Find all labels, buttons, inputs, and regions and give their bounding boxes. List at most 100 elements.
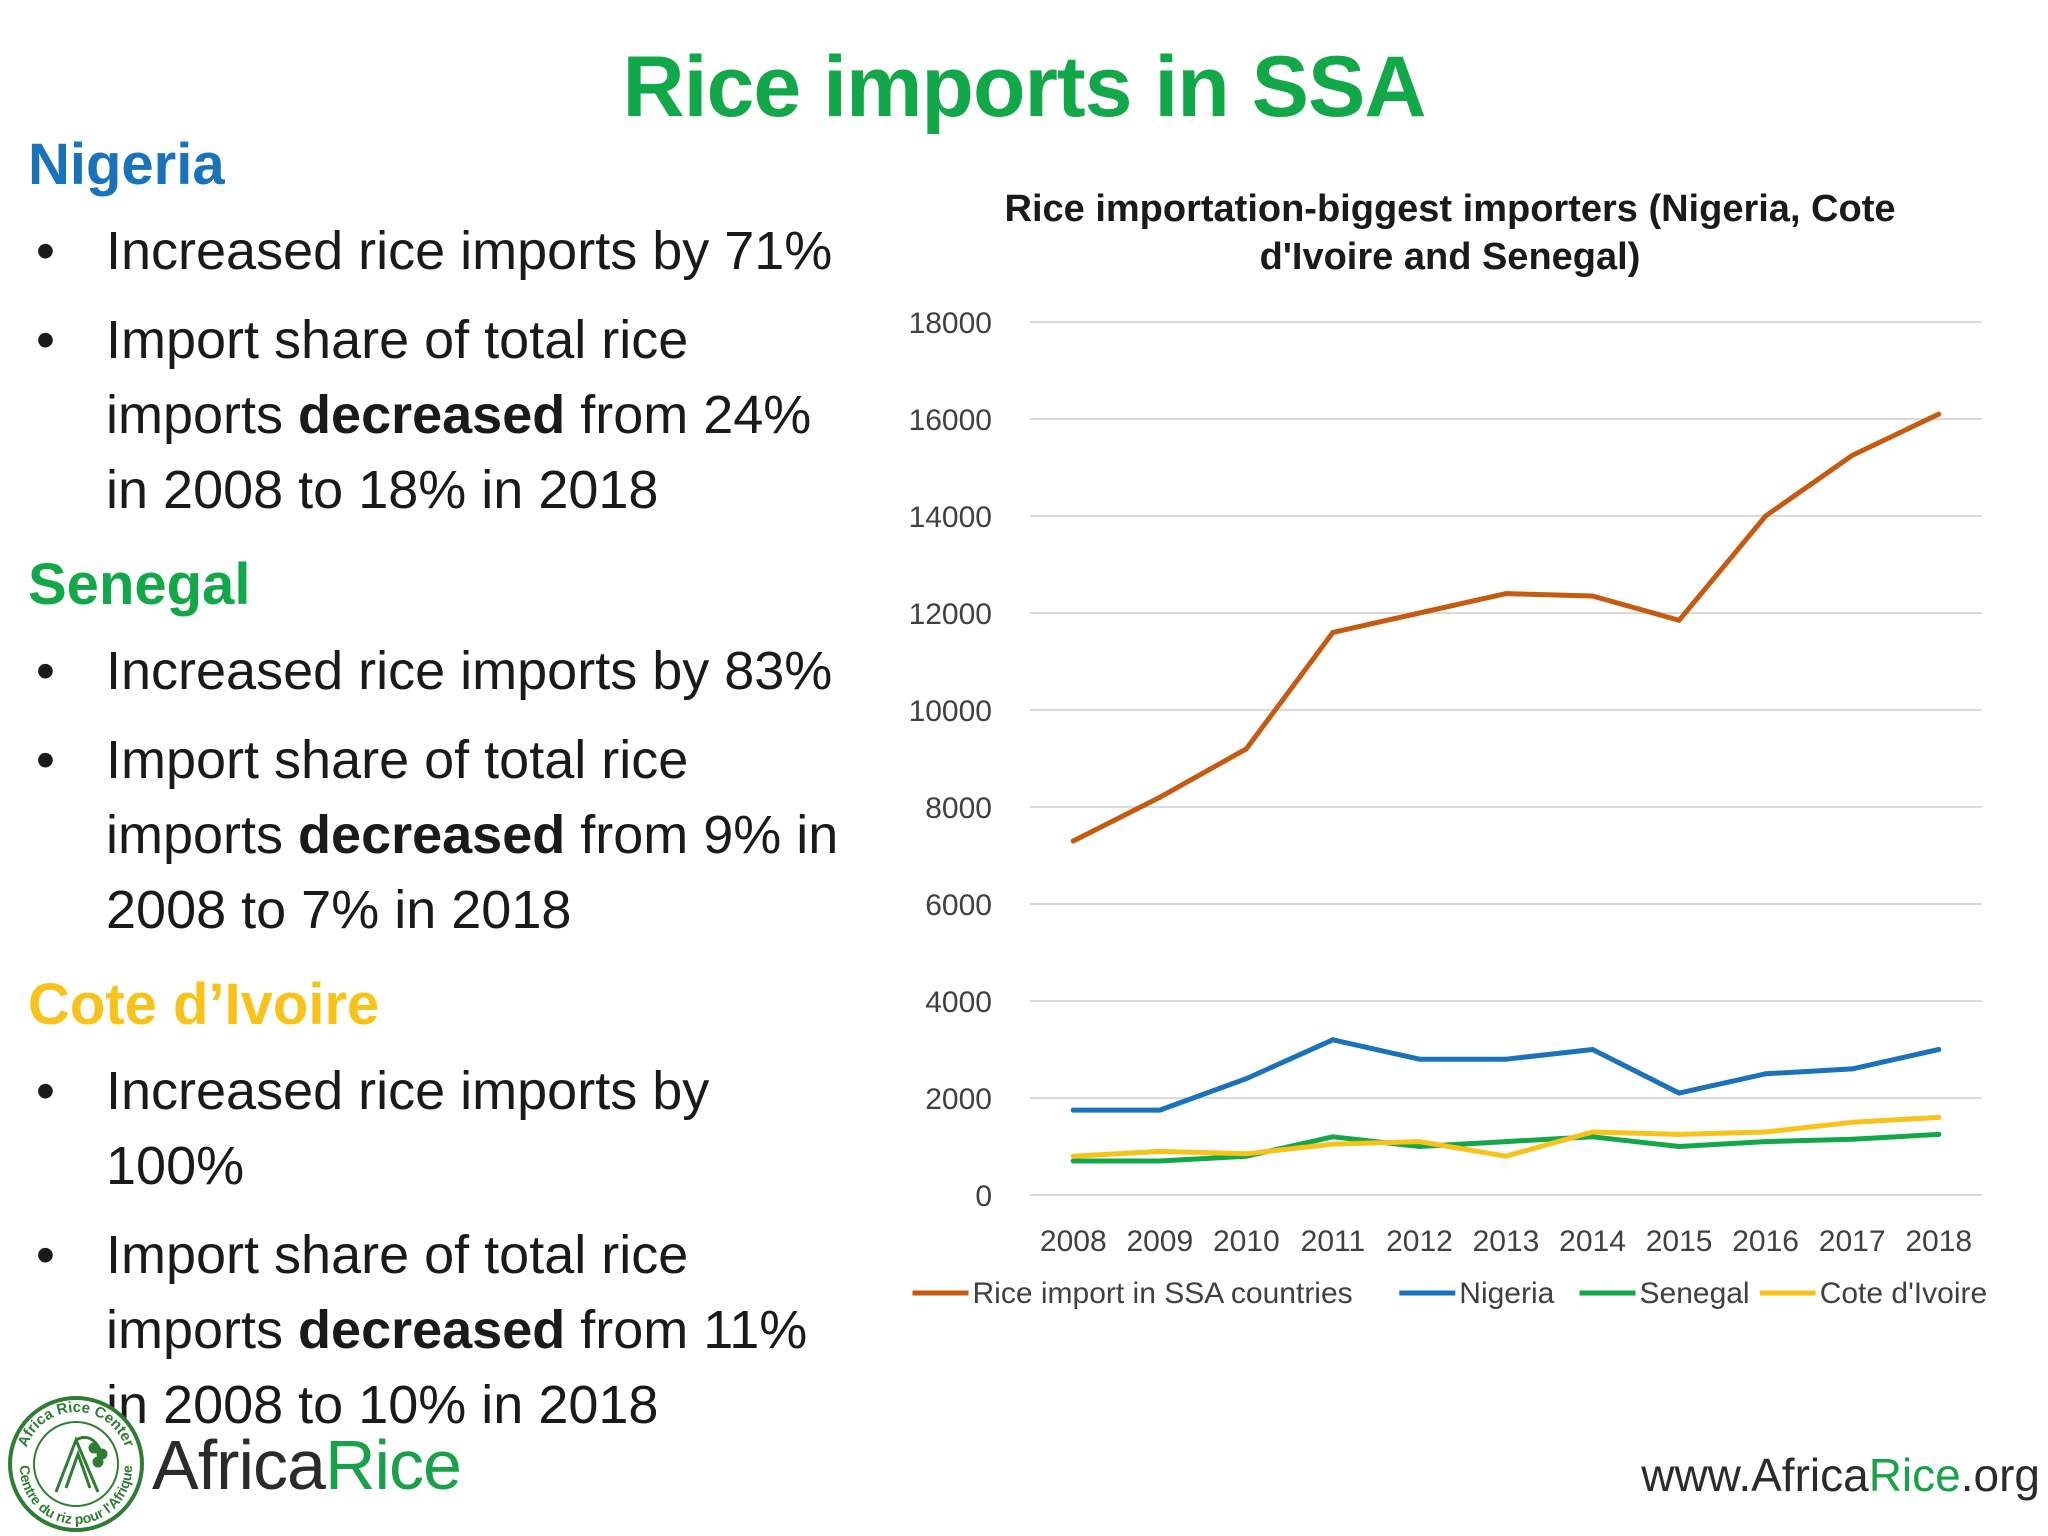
bullet-item: • Import share of total rice imports decr… — [28, 1218, 858, 1443]
bullet-dot: • — [36, 641, 55, 701]
africarice-logo: Africa Rice Center Centre du riz pour l'… — [8, 1396, 144, 1532]
bullet-text-pre: Import share of total rice imports — [106, 1225, 689, 1360]
section-heading-2: Cote d’Ivoire — [28, 972, 380, 1037]
bullet-item: • Increased rice imports by 83% — [28, 634, 858, 709]
data-point — [1157, 1158, 1163, 1164]
data-point — [1416, 1144, 1422, 1149]
bullet-item: • Increased rice imports by 100% — [28, 1054, 858, 1204]
bullet-text-pre: Import share of total rice imports — [106, 310, 689, 445]
data-point — [1243, 1076, 1249, 1082]
x-tick-label: 2015 — [1646, 1225, 1713, 1258]
bullet-dot: • — [36, 310, 55, 370]
bullet-item: • Import share of total rice imports decr… — [28, 723, 858, 948]
y-tick-label: 6000 — [925, 889, 992, 922]
series-line-0 — [1070, 411, 1942, 844]
data-point — [1849, 452, 1855, 458]
bullet-list-0: • Increased rice imports by 71% • Import sh… — [28, 214, 858, 528]
data-point — [1503, 1153, 1509, 1159]
x-tick-label: 2018 — [1905, 1225, 1972, 1258]
bullet-text-bold: decreased — [298, 805, 566, 865]
data-point — [1590, 593, 1596, 599]
legend-label: Nigeria — [1459, 1277, 1554, 1310]
data-point — [1676, 617, 1682, 623]
chart-title: Rice importation-biggest importers (Nige… — [880, 185, 2020, 281]
y-tick-label: 16000 — [909, 404, 992, 437]
x-tick-label: 2017 — [1819, 1225, 1886, 1258]
bullet-item: • Import share of total rice imports decr… — [28, 303, 858, 528]
data-point — [1330, 1141, 1336, 1147]
bullet-item: • Increased rice imports by 71% — [28, 214, 858, 289]
data-point — [1157, 1107, 1163, 1113]
bullet-text-pre: Increased rice imports by 83% — [106, 641, 833, 701]
y-tick-label: 8000 — [925, 792, 992, 825]
section-heading-1: Senegal — [28, 552, 251, 617]
bullet-text-post: from 9% in 2008 to 7% in 2018 — [106, 805, 839, 940]
data-point — [1416, 1056, 1422, 1062]
data-point — [1416, 1139, 1422, 1145]
data-point — [1330, 1037, 1336, 1043]
bullet-dot: • — [36, 1225, 55, 1285]
website-url[interactable]: www.AfricaRice.org — [1641, 1448, 2040, 1502]
y-tick-label: 4000 — [925, 986, 992, 1019]
y-tick-label: 10000 — [909, 695, 992, 728]
rice-plant-icon — [54, 1435, 108, 1493]
data-point — [1503, 1056, 1509, 1062]
x-tick-label: 2009 — [1126, 1225, 1193, 1258]
data-point — [1503, 591, 1509, 597]
legend-label: Senegal — [1640, 1277, 1750, 1310]
logo-wordmark: AfricaRice — [152, 1425, 462, 1505]
bullet-text-pre: Increased rice imports by 71% — [106, 221, 833, 281]
url-part-2: Rice — [1868, 1449, 1961, 1501]
y-tick-label: 2000 — [925, 1083, 992, 1116]
data-point — [1936, 1114, 1942, 1120]
data-point — [1676, 1090, 1682, 1096]
y-tick-label: 12000 — [909, 598, 992, 631]
data-point — [1763, 1071, 1769, 1077]
data-point — [1330, 629, 1336, 635]
y-tick-label: 18000 — [909, 307, 992, 340]
bullet-text-post: from 24% in 2008 to 18% in 2018 — [106, 385, 812, 520]
logo-word-africa: Africa — [152, 1426, 326, 1504]
series-line-3 — [1070, 1114, 1942, 1159]
data-point — [1503, 1139, 1509, 1145]
chart-title-line-2: d'Ivoire and Senegal) — [1259, 236, 1641, 278]
line-chart: Rice importation-biggest importers (Nige… — [880, 185, 2020, 1335]
bullet-list-1: • Increased rice imports by 83% • Import sh… — [28, 634, 858, 948]
chart-svg: 0 2000 4000 6000 8000 10000 12000 14000 16000 180… — [909, 307, 1988, 1310]
bullet-list-2: • Increased rice imports by 100% • Import s… — [28, 1054, 858, 1443]
x-tick-label: 2008 — [1040, 1225, 1107, 1258]
url-part-1: www.Africa — [1641, 1449, 1869, 1501]
bullet-dot: • — [36, 221, 55, 281]
data-point — [1157, 1148, 1163, 1154]
chart-title-line-1: Rice importation-biggest importers (Nige… — [1004, 188, 1896, 230]
x-tick-label: 2012 — [1386, 1225, 1453, 1258]
data-point — [1590, 1134, 1596, 1140]
section-heading-0: Nigeria — [28, 132, 225, 197]
data-point — [1070, 1153, 1076, 1159]
bullet-text-bold: decreased — [298, 1300, 566, 1360]
data-point — [1763, 1129, 1769, 1135]
bullet-dot: • — [36, 730, 55, 790]
legend-label: Cote d'Ivoire — [1820, 1277, 1987, 1310]
data-point — [1849, 1066, 1855, 1072]
data-point — [1330, 1134, 1336, 1140]
data-point — [1070, 838, 1076, 844]
bullet-text-bold: decreased — [298, 385, 566, 445]
legend-label: Rice import in SSA countries — [973, 1277, 1353, 1310]
data-point — [1590, 1129, 1596, 1135]
data-point — [1763, 513, 1769, 519]
data-point — [1763, 1139, 1769, 1145]
y-tick-label: 0 — [975, 1180, 992, 1213]
data-point — [1157, 794, 1163, 800]
data-point — [1936, 411, 1942, 417]
data-point — [1590, 1047, 1596, 1052]
data-point — [1849, 1119, 1855, 1125]
slide-title: Rice imports in SSA — [622, 39, 1427, 135]
data-point — [1070, 1107, 1076, 1113]
bullet-dot: • — [36, 1061, 55, 1121]
bullet-text-pre: Increased rice imports by 100% — [106, 1061, 710, 1196]
x-tick-label: 2013 — [1473, 1225, 1540, 1258]
x-tick-label: 2010 — [1213, 1225, 1280, 1258]
x-tick-label: 2011 — [1301, 1225, 1366, 1258]
y-tick-label: 14000 — [909, 501, 992, 534]
